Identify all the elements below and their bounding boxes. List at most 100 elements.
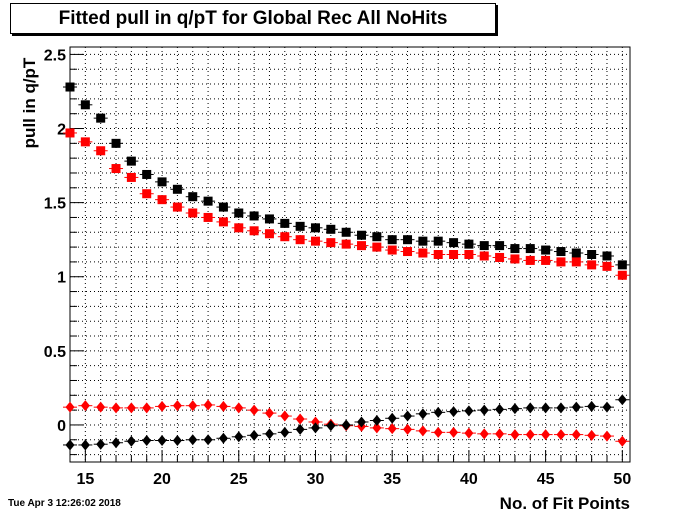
data-point [587,429,597,441]
data-point [126,402,136,414]
y-tick-label: 1.5 [44,196,66,213]
data-point [96,438,106,450]
data-point [556,247,566,257]
data-point [280,232,290,242]
data-point [96,401,106,413]
footer-timestamp: Tue Apr 3 12:26:02 2018 [8,498,121,509]
data-point [449,426,459,438]
data-point [203,434,213,446]
x-tick-label: 50 [613,471,631,488]
x-tick-labels: 15 20 25 30 35 40 45 50 [76,471,631,488]
data-point [372,422,382,434]
data-point [203,196,213,206]
data-point [525,255,535,265]
data-point [142,402,152,414]
data-point [172,435,182,447]
y-tick-labels: 0 0.5 1 1.5 2 2.5 [44,47,66,435]
data-point [264,428,274,440]
data-point [96,113,106,123]
data-point [449,406,459,418]
data-point [111,138,121,148]
data-point [188,208,198,218]
data-point [617,394,627,406]
data-point [295,413,305,425]
data-point [464,239,474,249]
data-point [587,400,597,412]
y-tick-label: 0 [57,418,66,435]
data-point [172,400,182,412]
data-point [264,214,274,224]
data-point [571,401,581,413]
data-point [341,227,351,237]
series-3 [63,394,630,451]
data-point [602,430,612,442]
data-point [479,251,489,261]
data-point [111,164,121,174]
data-point [571,248,581,258]
data-point [172,184,182,194]
data-point [218,202,228,212]
data-point [449,238,459,248]
data-point [264,229,274,239]
data-point [111,402,121,414]
data-point [387,412,397,424]
data-point [280,426,290,438]
data-point [310,223,320,233]
data-point [218,400,228,412]
data-point [418,236,428,246]
data-point [479,428,489,440]
data-point [510,403,520,415]
data-point [387,423,397,435]
data-point [203,212,213,222]
data-point [372,242,382,252]
data-point [602,401,612,413]
data-point [295,235,305,245]
data-point [357,416,367,428]
axis-ticks [70,53,623,462]
data-point [280,218,290,228]
data-point [188,192,198,202]
data-point [234,223,244,233]
data-point [617,260,627,270]
data-point [418,408,428,420]
y-tick-label: 0.5 [44,344,66,361]
data-point [249,226,259,236]
series-1 [63,128,630,280]
data-point [403,235,413,245]
data-point [65,439,75,451]
data-point [571,257,581,267]
data-point [295,221,305,231]
data-point [326,238,336,248]
data-point [111,437,121,449]
data-point [295,423,305,435]
data-point [280,410,290,422]
data-point [510,244,520,254]
data-point [449,250,459,259]
data-point [157,400,167,412]
data-point [525,244,535,254]
data-point [234,402,244,414]
series-0 [63,82,630,270]
data-point [403,423,413,435]
data-point [495,428,505,440]
data-point [234,431,244,443]
data-point [264,407,274,419]
data-point [495,252,505,262]
x-tick-label: 35 [383,471,401,488]
data-point [617,270,627,280]
data-point [541,255,551,265]
x-tick-label: 40 [460,471,478,488]
data-point [126,435,136,447]
data-point [326,420,336,432]
data-point [433,426,443,438]
data-point [80,137,90,147]
data-point [341,419,351,431]
chart-title-box: Fitted pull in q/pT for Global Rec All N… [10,3,496,34]
data-point [157,177,167,187]
x-axis-title: No. of Fit Points [499,494,630,513]
data-point [218,432,228,444]
data-point [510,429,520,441]
data-point [479,404,489,416]
data-point [602,251,612,261]
